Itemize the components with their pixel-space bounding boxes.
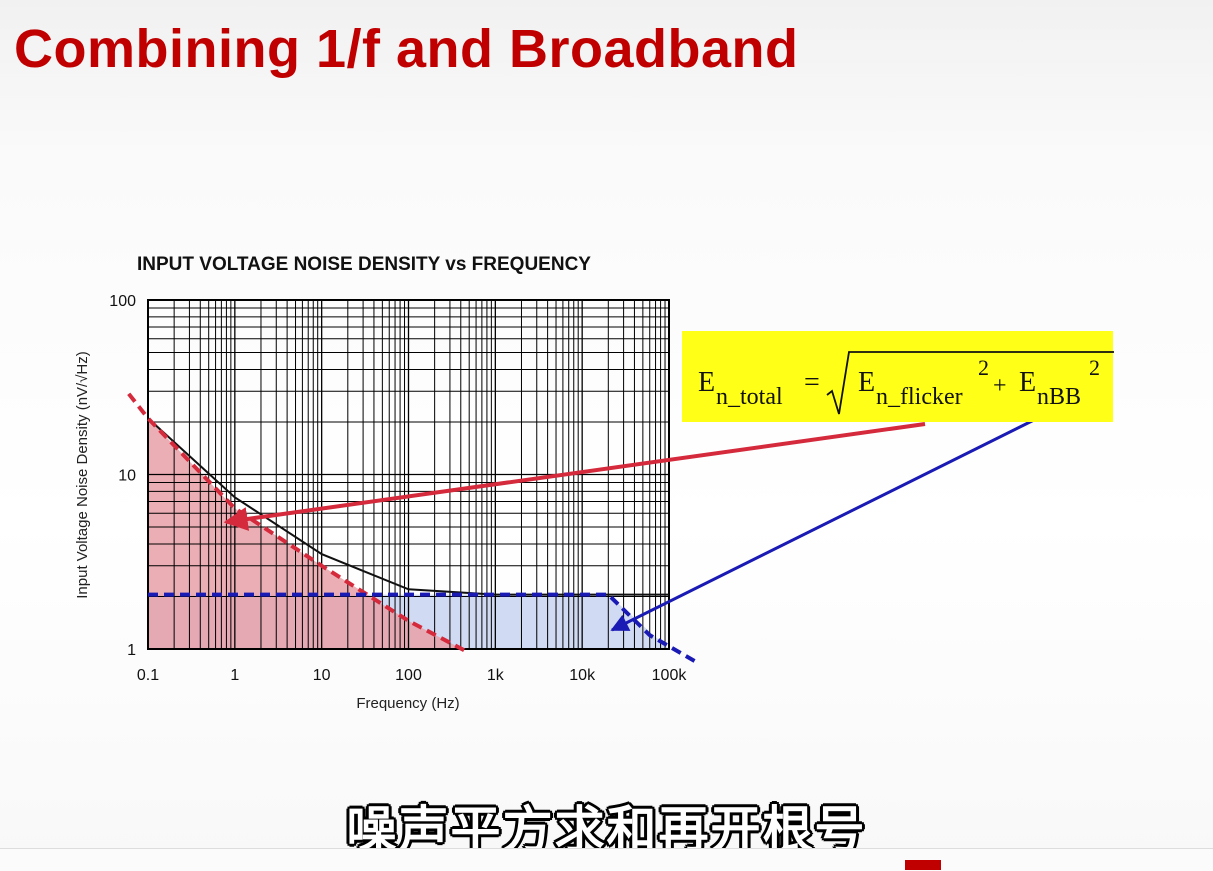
formula-term2-superscript: 2 — [1089, 355, 1100, 380]
formula-term1-superscript: 2 — [978, 355, 989, 380]
flicker-asymptote-line — [127, 392, 471, 655]
x-axis-label: Frequency (Hz) — [356, 695, 459, 712]
x-tick-label: 10k — [569, 667, 596, 684]
broadband-arrow — [610, 416, 1039, 632]
x-tick-label: 0.1 — [137, 667, 159, 684]
formula-lhs-subscript: n_total — [716, 384, 783, 410]
x-tick-label: 10 — [313, 667, 331, 684]
square-root-sign — [826, 351, 1114, 415]
slide-title: Combining 1/f and Broadband — [14, 19, 799, 79]
x-tick-label: 1k — [487, 667, 505, 684]
total-noise-formula: E n_total = E n_flicker 2 + E nBB 2 — [682, 331, 1114, 422]
total-noise-curve — [147, 417, 669, 596]
y-tick-label: 100 — [109, 293, 136, 310]
slide-footer — [0, 848, 1213, 871]
formula-term2: E — [1019, 367, 1037, 398]
y-tick-label: 10 — [118, 468, 136, 485]
chart-title: INPUT VOLTAGE NOISE DENSITY vs FREQUENCY — [137, 254, 591, 275]
formula-term1-subscript: n_flicker — [876, 384, 963, 410]
company-logo — [905, 860, 941, 870]
y-axis-label: Input Voltage Noise Density (nV/√Hz) — [74, 351, 91, 599]
formula-term1: E — [858, 367, 876, 398]
formula-lhs: E — [698, 367, 716, 398]
formula-term2-subscript: nBB — [1037, 384, 1082, 410]
x-tick-label: 100k — [652, 667, 688, 684]
x-tick-label: 100 — [395, 667, 422, 684]
flicker-arrow — [223, 422, 926, 531]
formula-equals: = — [804, 367, 820, 398]
x-tick-label: 1 — [230, 667, 239, 684]
plot-frame — [147, 299, 670, 650]
formula-plus: + — [993, 373, 1007, 399]
y-tick-label: 1 — [127, 642, 136, 659]
